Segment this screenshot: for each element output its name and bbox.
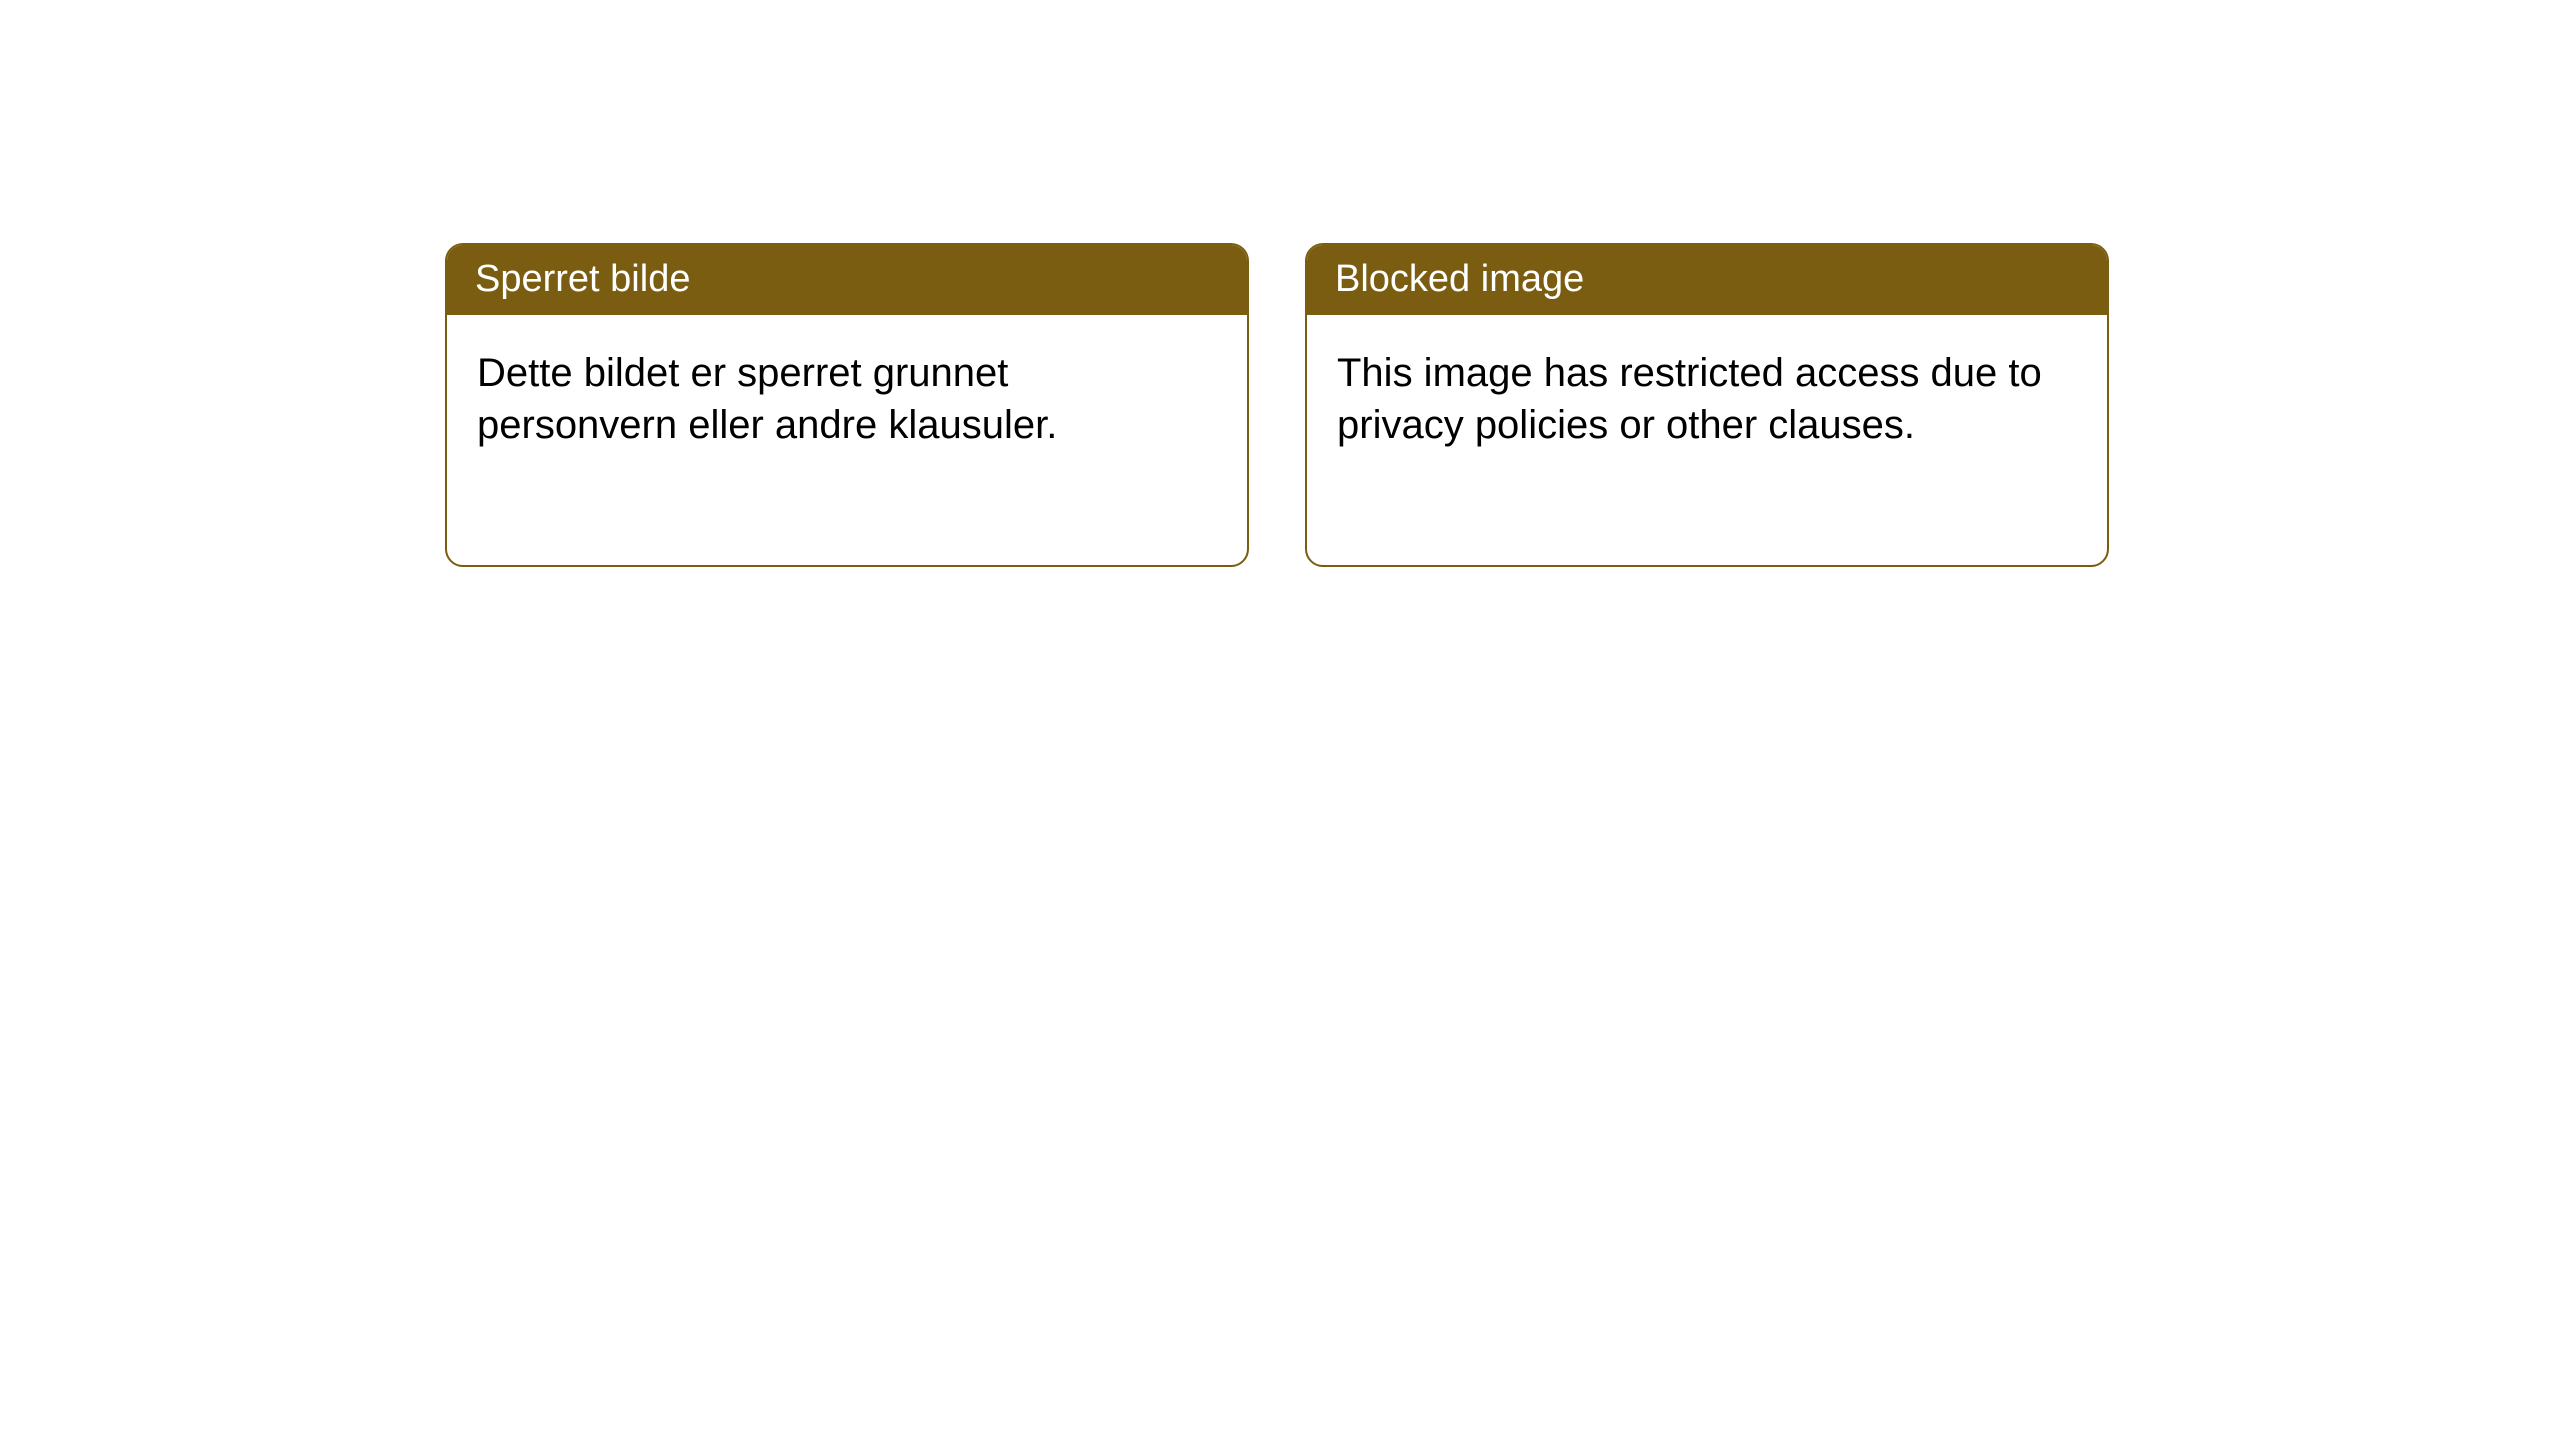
notice-title: Blocked image [1307,245,2107,315]
notice-body: This image has restricted access due to … [1307,315,2107,565]
notice-body: Dette bildet er sperret grunnet personve… [447,315,1247,565]
notice-card-english: Blocked image This image has restricted … [1305,243,2109,567]
notice-container: Sperret bilde Dette bildet er sperret gr… [0,0,2560,567]
notice-title: Sperret bilde [447,245,1247,315]
notice-card-norwegian: Sperret bilde Dette bildet er sperret gr… [445,243,1249,567]
